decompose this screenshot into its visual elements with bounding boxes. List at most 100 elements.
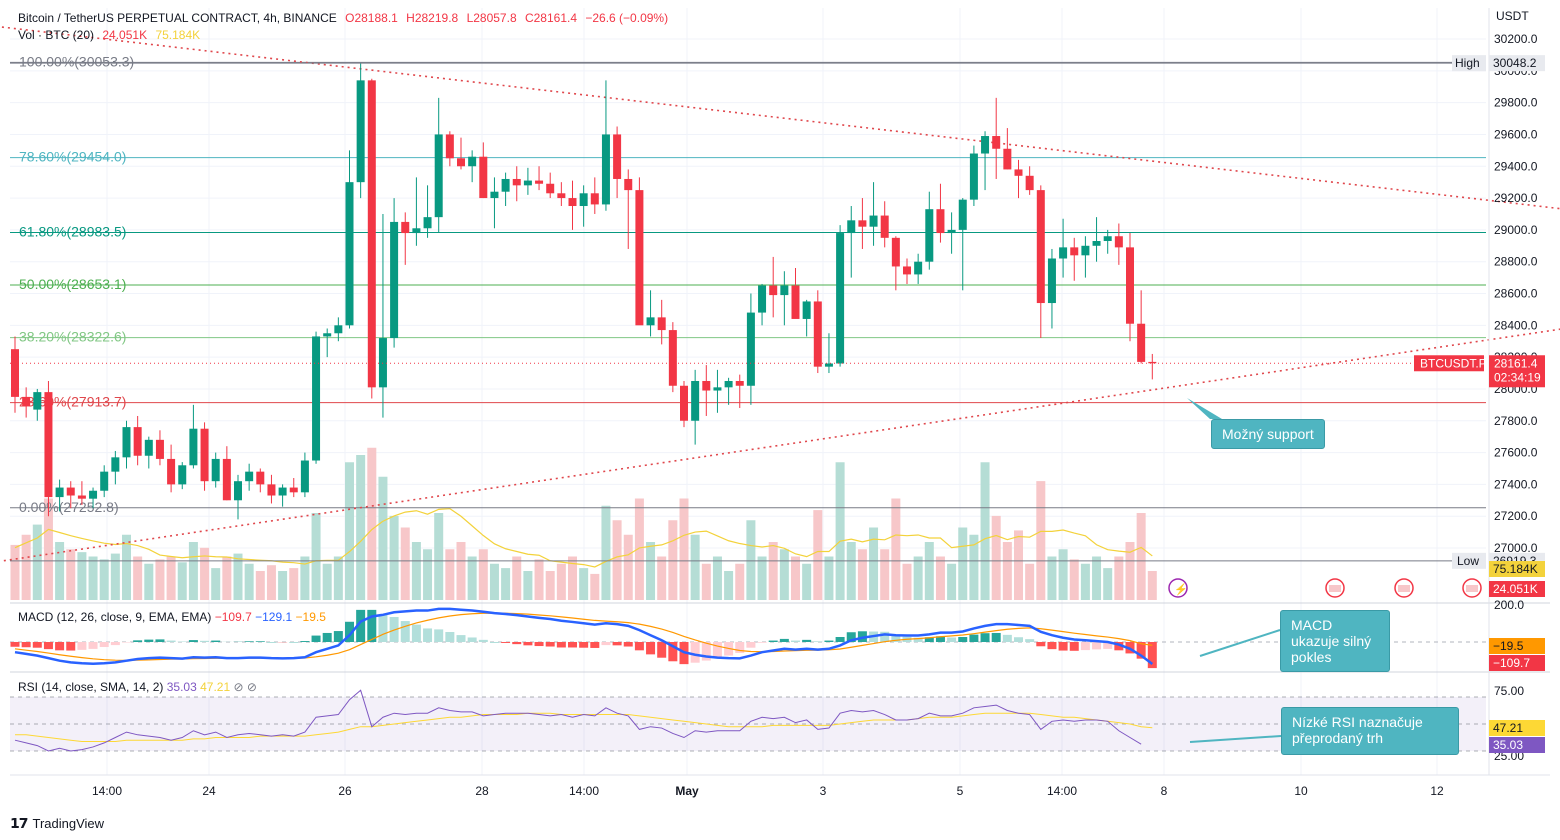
- volume-bar: [701, 563, 711, 600]
- volume-ma-line: [14, 508, 1153, 568]
- volume-bar: [857, 549, 867, 600]
- volume-bar: [356, 455, 366, 600]
- volume-bar: [445, 549, 455, 600]
- macd-hist-bar: [1114, 642, 1124, 651]
- vol-ma-tag-bg: [1489, 561, 1545, 577]
- volume-bar: [590, 573, 600, 600]
- low-label: Low: [1457, 554, 1479, 568]
- macd-hist-bar: [991, 632, 1001, 642]
- volume-bar: [757, 556, 767, 600]
- macd-hist-bar: [367, 609, 377, 642]
- macd-hist-bar: [411, 624, 421, 642]
- macd-hist-bar: [88, 642, 98, 649]
- volume-bar: [177, 562, 187, 600]
- volume-bar: [434, 513, 444, 600]
- fib-label: 100.00%(30053.3): [19, 53, 134, 69]
- volume-label: Vol · BTC (20): [18, 28, 95, 42]
- macd-hist-value: −109.7: [214, 610, 252, 624]
- volume-bar: [1036, 481, 1046, 600]
- ohlc-close: C28161.4: [524, 11, 578, 25]
- macd-hist-bar: [166, 640, 176, 642]
- price-tick: 29800.0: [1494, 96, 1538, 110]
- candle-body: [936, 209, 945, 234]
- candle-body: [947, 229, 956, 234]
- macd-hist-bar: [568, 642, 577, 648]
- volume-bar: [501, 568, 511, 600]
- fib-label: 0.00%(27252.8): [19, 499, 119, 515]
- macd-hist-bar: [768, 640, 778, 642]
- lightning-icon: [1168, 578, 1188, 598]
- macd-hist-bar: [1036, 642, 1046, 647]
- rsi-note: Nízké RSI naznačuje přeprodaný trh: [1281, 707, 1459, 755]
- candle-body: [903, 266, 911, 275]
- volume-bar: [735, 563, 745, 600]
- footer-brand[interactable]: 𝟭𝟳 TradingView: [10, 815, 104, 832]
- volume-bar: [133, 556, 143, 600]
- macd-hist-bar: [969, 634, 979, 642]
- axis-currency: USDT: [1496, 9, 1529, 23]
- macd-hist-bar: [846, 632, 856, 642]
- macd-hist-bar: [701, 642, 711, 661]
- candle-body: [802, 301, 811, 319]
- candle-body: [133, 427, 142, 456]
- rsi-note-pointer: [1189, 735, 1282, 743]
- volume-bar: [791, 556, 800, 600]
- candle-body: [144, 439, 153, 456]
- volume-bar: [1125, 542, 1135, 600]
- candle-body: [367, 80, 376, 388]
- rsi-legend: RSI (14, close, SMA, 14, 2) 35.03 47.21 …: [18, 680, 257, 694]
- price-tick: 29200.0: [1494, 191, 1538, 205]
- candle-body: [969, 153, 978, 200]
- candlesticks: [11, 62, 1157, 520]
- macd-label: MACD (12, 26, close, 9, EMA, EMA): [18, 610, 212, 624]
- volume-bar: [311, 513, 321, 600]
- fibonacci-levels: 100.00%(30053.3) 78.60%(29454.0) 61.80%(28…: [10, 53, 1486, 515]
- volume-bar: [32, 524, 42, 600]
- macd-note-pointer: [1199, 629, 1281, 657]
- candle-body: [735, 380, 744, 386]
- volume-bar: [255, 571, 265, 600]
- high-value-tag: 30048.2: [1493, 56, 1537, 70]
- candle-body: [1047, 258, 1056, 304]
- candle-body: [501, 178, 510, 192]
- candle-body: [390, 221, 399, 339]
- volume-bar: [947, 563, 957, 600]
- volume-bar: [233, 553, 243, 600]
- volume-bar: [646, 542, 656, 600]
- brand-name: TradingView: [32, 816, 105, 831]
- volume-bar: [1025, 563, 1035, 600]
- volume-bar: [110, 553, 120, 600]
- macd-hist-bar: [712, 642, 722, 659]
- candle-body: [423, 217, 432, 229]
- macd-hist-tag-bg: [1489, 655, 1545, 671]
- macd-hist-bar: [467, 637, 477, 642]
- candle-body: [1103, 236, 1112, 242]
- rsi-tag: 35.03: [1493, 738, 1523, 752]
- time-tick: 3: [820, 784, 827, 798]
- macd-hist-bar: [924, 637, 934, 642]
- candle-body: [278, 487, 287, 496]
- macd-hist-bar: [21, 642, 31, 648]
- macd-hist-tag: −109.7: [1493, 656, 1530, 670]
- macd-hist-bar: [1047, 642, 1057, 650]
- candle-body: [992, 136, 1001, 149]
- rsi-line: [14, 689, 1142, 752]
- volume-bar: [545, 571, 555, 600]
- fib-label: 50.00%(28653.1): [19, 276, 126, 292]
- candle-body: [155, 439, 164, 459]
- candle-body: [1025, 175, 1034, 191]
- time-tick: 28: [475, 784, 489, 798]
- candle-body: [724, 380, 733, 388]
- volume-bar: [746, 520, 756, 600]
- volume-bar: [891, 498, 901, 600]
- candle-body: [1092, 241, 1101, 246]
- candle-body: [546, 183, 555, 194]
- candle-body: [624, 178, 633, 191]
- candle-body: [981, 136, 990, 154]
- candle-body: [267, 484, 276, 496]
- volume-bar: [144, 563, 154, 600]
- price-tick: 28600.0: [1494, 287, 1538, 301]
- price-tick: 27400.0: [1494, 477, 1538, 491]
- macd-hist-bar: [612, 642, 622, 646]
- macd-hist-bar: [144, 639, 154, 642]
